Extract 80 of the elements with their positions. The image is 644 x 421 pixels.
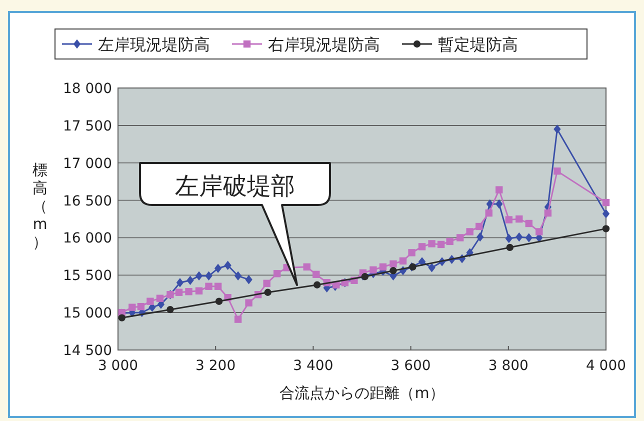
point	[602, 225, 610, 232]
point	[496, 186, 503, 194]
y-tick-label: 14 500	[63, 343, 112, 359]
point	[234, 316, 242, 323]
point	[390, 260, 397, 268]
point	[446, 238, 454, 246]
y-tick-label: 15 000	[63, 306, 112, 322]
y-tick-label: 17 500	[63, 118, 112, 134]
point	[214, 264, 222, 274]
point	[456, 234, 464, 242]
point	[215, 298, 223, 305]
point	[146, 298, 154, 305]
point	[118, 314, 126, 322]
y-tick-label: 18 000	[63, 81, 112, 97]
point	[525, 220, 532, 228]
point	[370, 266, 377, 274]
point	[428, 240, 436, 248]
y-tick-label: 17 000	[63, 156, 112, 172]
x-axis-title: 合流点からの距離（m）	[280, 384, 444, 402]
legend-label: 右岸現況堤防高	[268, 35, 380, 54]
point	[399, 257, 407, 265]
point	[303, 263, 310, 271]
point	[602, 198, 610, 206]
point	[245, 299, 252, 306]
point	[428, 263, 436, 272]
point	[234, 271, 242, 280]
point	[536, 228, 543, 236]
point	[195, 271, 203, 280]
legend-label: 暫定堤防高	[438, 35, 518, 54]
point	[205, 271, 212, 280]
point	[408, 249, 416, 256]
point	[175, 288, 183, 296]
point	[312, 270, 320, 278]
x-tick-label: 3 200	[196, 358, 236, 374]
point	[506, 244, 514, 252]
y-axis-title: 標高（m）	[32, 161, 48, 251]
point	[224, 260, 232, 270]
y-tick-label: 15 500	[63, 268, 112, 284]
point	[205, 282, 212, 290]
y-tick-label: 16 000	[63, 230, 112, 247]
point	[516, 232, 523, 242]
point	[554, 167, 561, 175]
x-tick-label: 3 000	[98, 358, 138, 374]
point	[525, 233, 532, 242]
point	[602, 209, 610, 218]
x-tick-label: 3 600	[390, 358, 431, 374]
point	[273, 270, 281, 278]
point	[485, 209, 492, 217]
x-tick-label: 4 000	[586, 358, 626, 374]
point	[128, 304, 136, 311]
x-tick-label: 3 800	[488, 358, 528, 374]
legend-label: 左岸現況堤防高	[98, 35, 210, 54]
point	[505, 216, 512, 224]
annotation: 左岸破堤部	[175, 172, 295, 200]
point	[137, 302, 145, 310]
point	[390, 267, 397, 274]
point	[505, 234, 512, 244]
point	[264, 288, 272, 296]
point	[466, 228, 474, 236]
point	[245, 275, 252, 284]
point	[476, 232, 484, 242]
point	[544, 209, 552, 217]
point	[195, 287, 203, 294]
point	[476, 222, 483, 230]
point	[263, 280, 270, 287]
point	[176, 278, 184, 288]
point	[314, 281, 321, 288]
point	[418, 243, 426, 250]
point	[554, 124, 561, 134]
point	[166, 306, 174, 314]
point	[186, 276, 194, 285]
point	[516, 215, 523, 223]
point	[214, 282, 222, 290]
point	[379, 263, 387, 271]
point	[496, 199, 503, 209]
y-tick-label: 16 500	[63, 193, 112, 210]
point	[185, 288, 192, 296]
x-tick-label: 3 400	[293, 358, 334, 374]
point	[437, 240, 445, 248]
point	[156, 294, 164, 302]
